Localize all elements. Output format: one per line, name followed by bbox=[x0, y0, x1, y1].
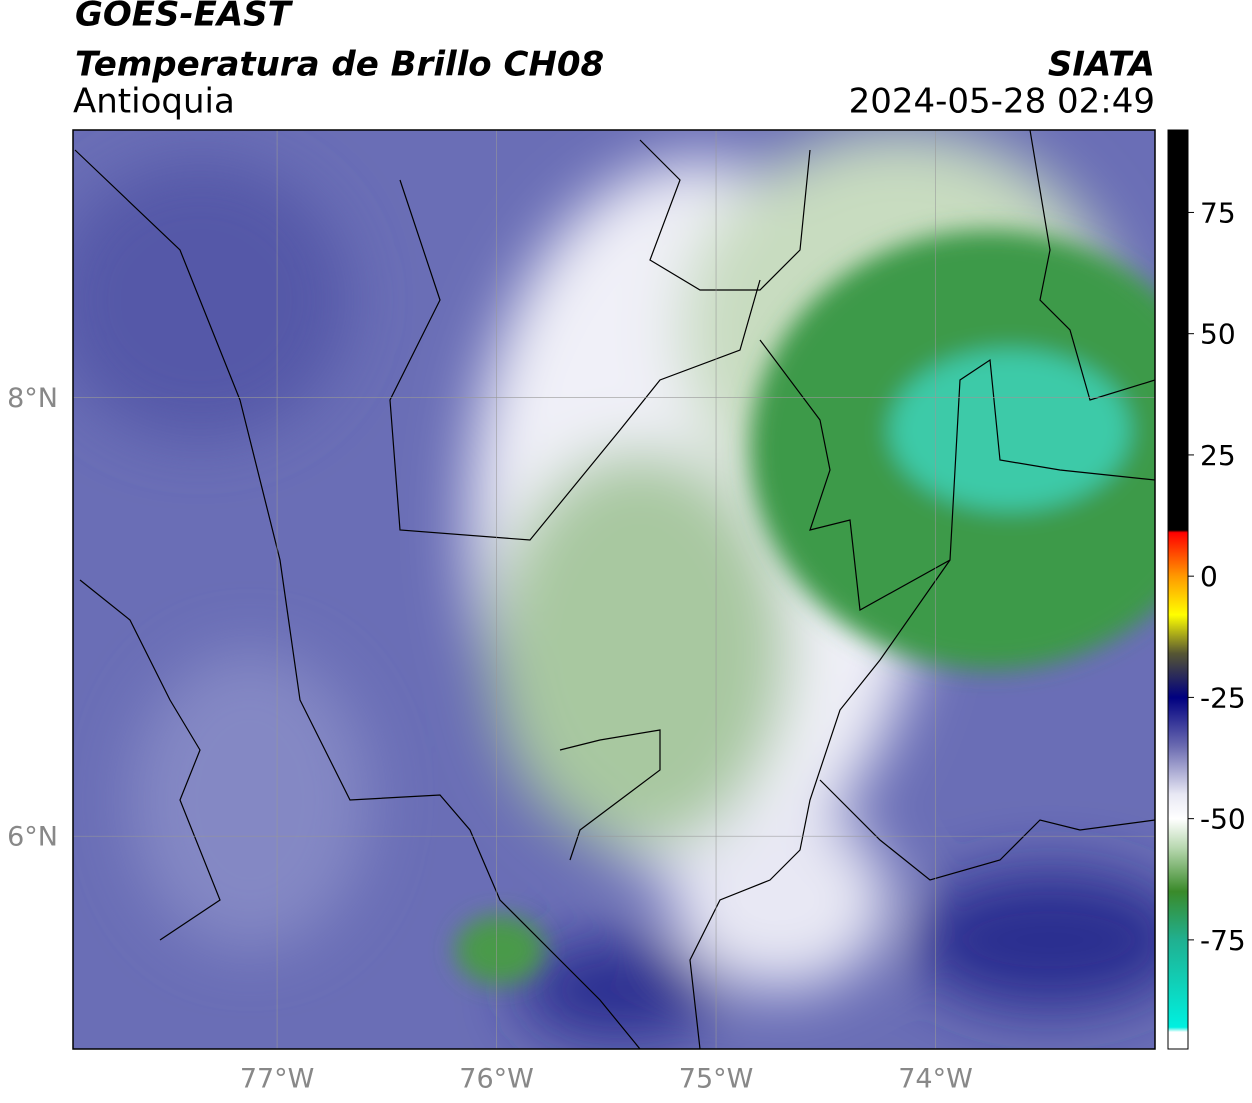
colorbar-tick-label: 0 bbox=[1200, 560, 1218, 593]
satellite-image bbox=[73, 130, 1155, 1049]
region: Antioquia bbox=[73, 82, 235, 122]
lat-label: 6°N bbox=[7, 822, 58, 853]
lon-label: 74°W bbox=[898, 1064, 973, 1095]
lon-label: 77°W bbox=[240, 1064, 315, 1095]
graticule bbox=[73, 130, 1155, 1049]
lat-label: 8°N bbox=[7, 383, 58, 414]
colorbar bbox=[1167, 129, 1189, 1050]
datetime: 2024-05-28 02:49 bbox=[849, 82, 1155, 122]
colorbar-tick-label: -25 bbox=[1200, 681, 1246, 714]
colorbar-tick-label: -75 bbox=[1200, 924, 1246, 957]
colorbar-tick-label: 75 bbox=[1200, 196, 1236, 229]
satellite: GOES-EAST bbox=[75, 0, 294, 35]
colorbar-tick-label: 50 bbox=[1200, 318, 1236, 351]
map-frame bbox=[72, 129, 1156, 1050]
colorbar-tick-label: -50 bbox=[1200, 803, 1246, 836]
lon-label: 75°W bbox=[679, 1064, 754, 1095]
product: Temperatura de Brillo CH08 bbox=[75, 45, 604, 85]
source: SIATA bbox=[1048, 45, 1155, 85]
colorbar-tick-label: 25 bbox=[1200, 439, 1236, 472]
lon-label: 76°W bbox=[459, 1064, 534, 1095]
